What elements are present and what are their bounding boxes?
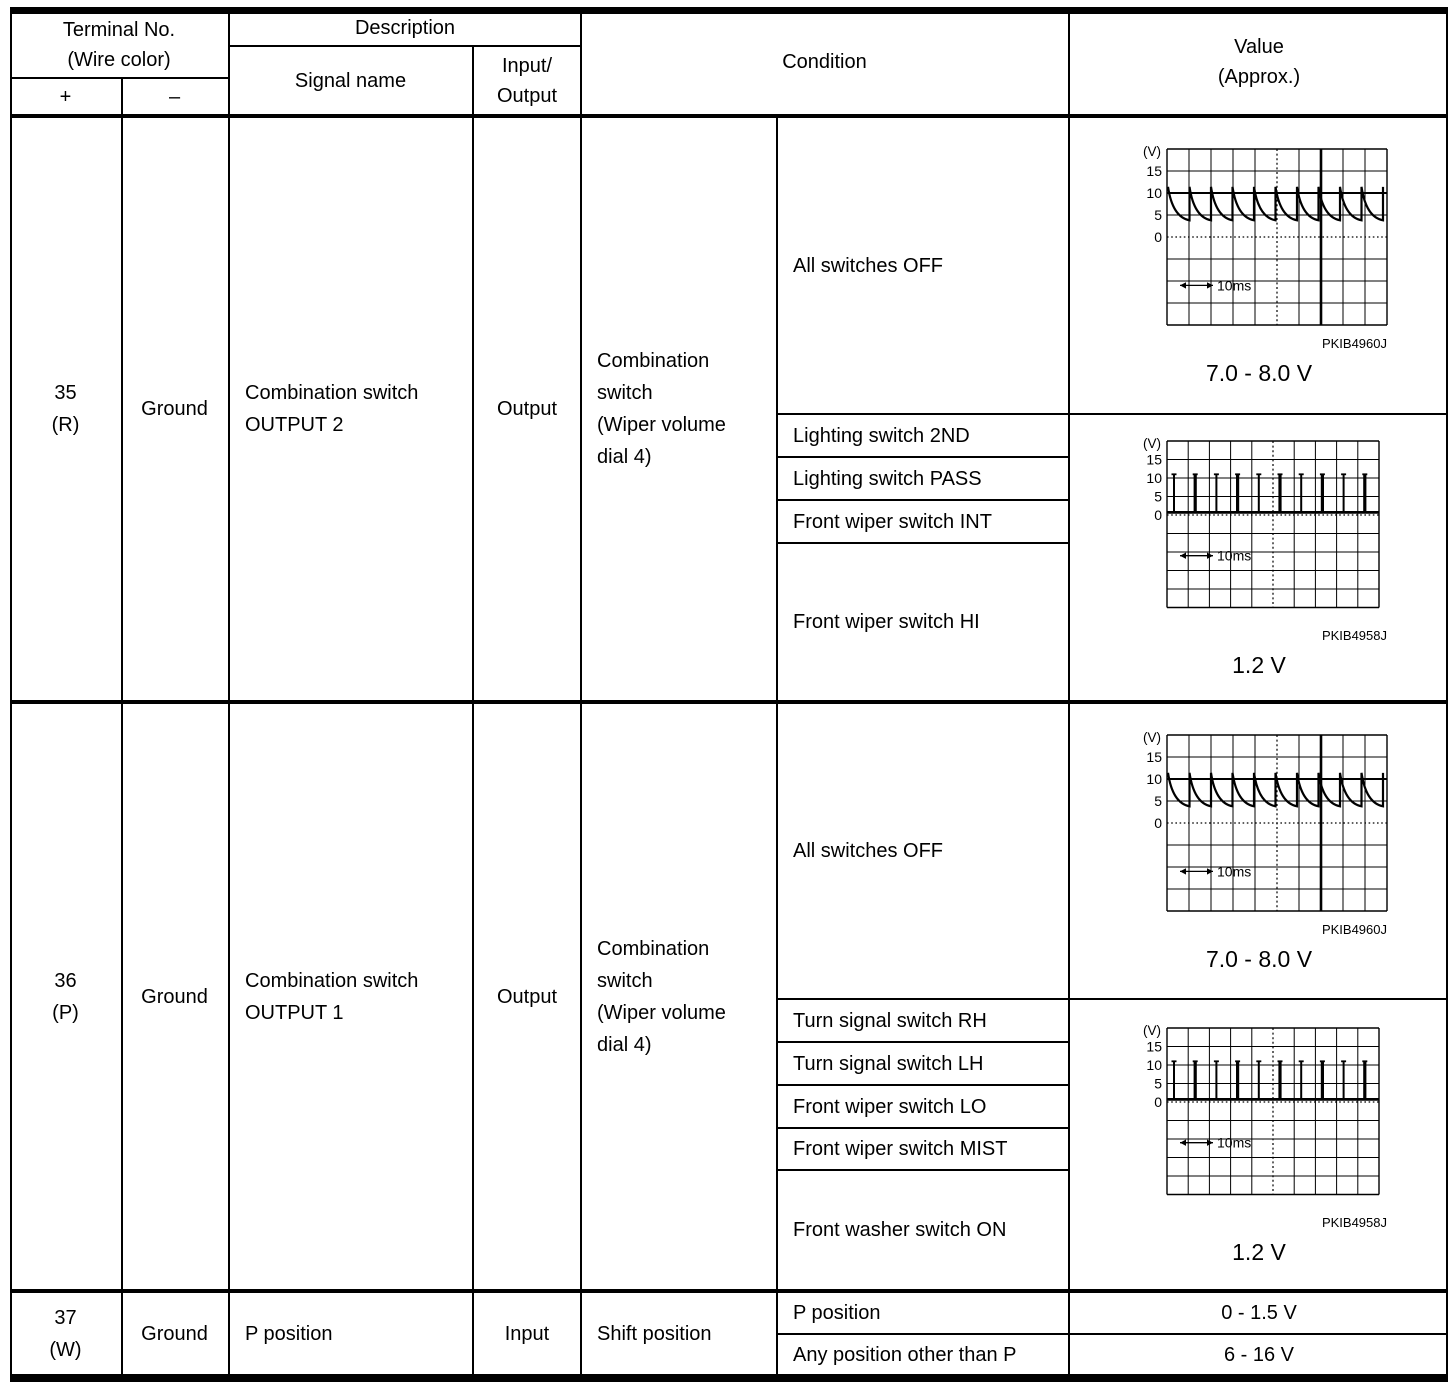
terminal-35-io: Output bbox=[496, 398, 558, 420]
svg-text:5: 5 bbox=[1154, 489, 1162, 505]
value-text: 7.0 - 8.0 V bbox=[1205, 945, 1313, 972]
header-description: Description bbox=[354, 16, 456, 39]
condition-37-p-position: P position bbox=[793, 1302, 881, 1324]
terminal-35-condition-main: Combination switch (Wiper volume dial 4) bbox=[597, 350, 726, 468]
svg-text:10: 10 bbox=[1146, 1057, 1162, 1073]
svg-text:10ms: 10ms bbox=[1217, 277, 1251, 293]
value-35-group1: 15 10 5 0 (V) 10ms PKIB4960J 7.0 - 8.0 V bbox=[1070, 118, 1448, 413]
terminal-36-io: Output bbox=[496, 985, 558, 1008]
condition-35-wiper-hi: Front wiper switch HI bbox=[793, 611, 980, 633]
terminal-36-minus: Ground bbox=[141, 985, 208, 1008]
condition-35-wiper-int: Front wiper switch INT bbox=[793, 510, 992, 533]
svg-text:0: 0 bbox=[1154, 815, 1162, 831]
condition-36-washer-on: Front washer switch ON bbox=[793, 1219, 1007, 1241]
figure-id-label: PKIB4958J bbox=[1321, 1215, 1387, 1230]
terminal-37-number: 37 (W) bbox=[49, 1306, 82, 1361]
terminal-36-number: 36 (P) bbox=[52, 969, 79, 1024]
svg-text:10: 10 bbox=[1146, 185, 1162, 201]
svg-text:(V): (V) bbox=[1143, 1023, 1161, 1038]
header-condition: Condition bbox=[782, 51, 867, 73]
condition-37-other-than-p: Any position other than P bbox=[793, 1343, 1017, 1366]
header-terminal-no: Terminal No. (Wire color) bbox=[62, 18, 176, 71]
terminal-35-number: 35 (R) bbox=[51, 382, 80, 436]
oscilloscope-pulse-figure: 15 10 5 0 (V) 10ms bbox=[1143, 1023, 1380, 1196]
svg-text:0: 0 bbox=[1154, 1094, 1162, 1110]
terminal-36-condition-main: Combination switch (Wiper volume dial 4) bbox=[597, 937, 726, 1056]
header-signal-name: Signal name bbox=[294, 69, 407, 92]
value-text: 1.2 V bbox=[1232, 1239, 1286, 1265]
header-minus: – bbox=[168, 85, 181, 108]
value-text: 7.0 - 8.0 V bbox=[1205, 360, 1313, 386]
condition-35-all-switches-off: All switches OFF bbox=[793, 254, 944, 277]
header-plus: + bbox=[59, 85, 72, 108]
condition-36-wiper-lo: Front wiper switch LO bbox=[793, 1095, 987, 1118]
value-36-group2: 15 10 5 0 (V) 10ms PKIB4958J 1.2 V bbox=[1070, 1000, 1448, 1289]
value-35-group2: 15 10 5 0 (V) 10ms PKIB4958J 1.2 V bbox=[1070, 415, 1448, 700]
svg-text:(V): (V) bbox=[1143, 730, 1161, 745]
header-value: Value (Approx.) bbox=[1217, 36, 1301, 88]
value-37-p-position: 0 - 1.5 V bbox=[1221, 1302, 1297, 1324]
terminal-37-condition-main: Shift position bbox=[597, 1322, 712, 1345]
svg-text:15: 15 bbox=[1146, 452, 1162, 468]
condition-35-lighting-pass: Lighting switch PASS bbox=[793, 467, 982, 490]
condition-36-turn-lh: Turn signal switch LH bbox=[793, 1052, 984, 1075]
condition-36-wiper-mist: Front wiper switch MIST bbox=[793, 1138, 1008, 1160]
value-37-other-than-p: 6 - 16 V bbox=[1223, 1343, 1295, 1366]
condition-36-turn-rh: Turn signal switch RH bbox=[793, 1009, 987, 1032]
terminal-35-signal-name: Combination switch OUTPUT 2 bbox=[245, 382, 419, 436]
terminal-37-minus: Ground bbox=[141, 1322, 208, 1345]
figure-id-label: PKIB4960J bbox=[1321, 336, 1387, 351]
svg-text:15: 15 bbox=[1146, 749, 1162, 765]
condition-36-all-switches-off: All switches OFF bbox=[793, 840, 944, 862]
svg-text:(V): (V) bbox=[1143, 144, 1161, 159]
condition-35-lighting-2nd: Lighting switch 2ND bbox=[793, 424, 970, 447]
svg-text:5: 5 bbox=[1154, 793, 1162, 809]
svg-text:(V): (V) bbox=[1143, 436, 1161, 451]
value-text: 1.2 V bbox=[1232, 652, 1286, 678]
svg-text:5: 5 bbox=[1154, 1076, 1162, 1092]
oscilloscope-sawtooth-figure: 15 10 5 0 (V) 10ms bbox=[1143, 730, 1388, 912]
svg-text:15: 15 bbox=[1146, 163, 1162, 179]
header-input-output: Input/ Output bbox=[496, 54, 558, 107]
svg-text:0: 0 bbox=[1154, 507, 1162, 523]
svg-text:10ms: 10ms bbox=[1217, 1135, 1251, 1151]
oscilloscope-pulse-figure: 15 10 5 0 (V) 10ms bbox=[1143, 436, 1380, 609]
svg-text:10ms: 10ms bbox=[1217, 548, 1251, 564]
terminal-37-io: Input bbox=[504, 1322, 550, 1345]
svg-text:10ms: 10ms bbox=[1217, 863, 1251, 879]
terminal-36-signal-name: Combination switch OUTPUT 1 bbox=[245, 969, 419, 1024]
figure-id-label: PKIB4958J bbox=[1321, 628, 1387, 643]
figure-id-label: PKIB4960J bbox=[1321, 921, 1387, 937]
svg-text:15: 15 bbox=[1146, 1039, 1162, 1055]
svg-text:10: 10 bbox=[1146, 771, 1162, 787]
oscilloscope-sawtooth-figure: 15 10 5 0 (V) 10ms bbox=[1143, 144, 1388, 326]
svg-text:5: 5 bbox=[1154, 207, 1162, 223]
terminal-37-signal-name: P position bbox=[245, 1322, 333, 1345]
value-36-group1: 15 10 5 0 (V) 10ms PKIB4960J 7.0 - 8.0 V bbox=[1070, 704, 1448, 998]
terminal-35-minus: Ground bbox=[141, 398, 208, 420]
svg-text:10: 10 bbox=[1146, 470, 1162, 486]
svg-text:0: 0 bbox=[1154, 229, 1162, 245]
